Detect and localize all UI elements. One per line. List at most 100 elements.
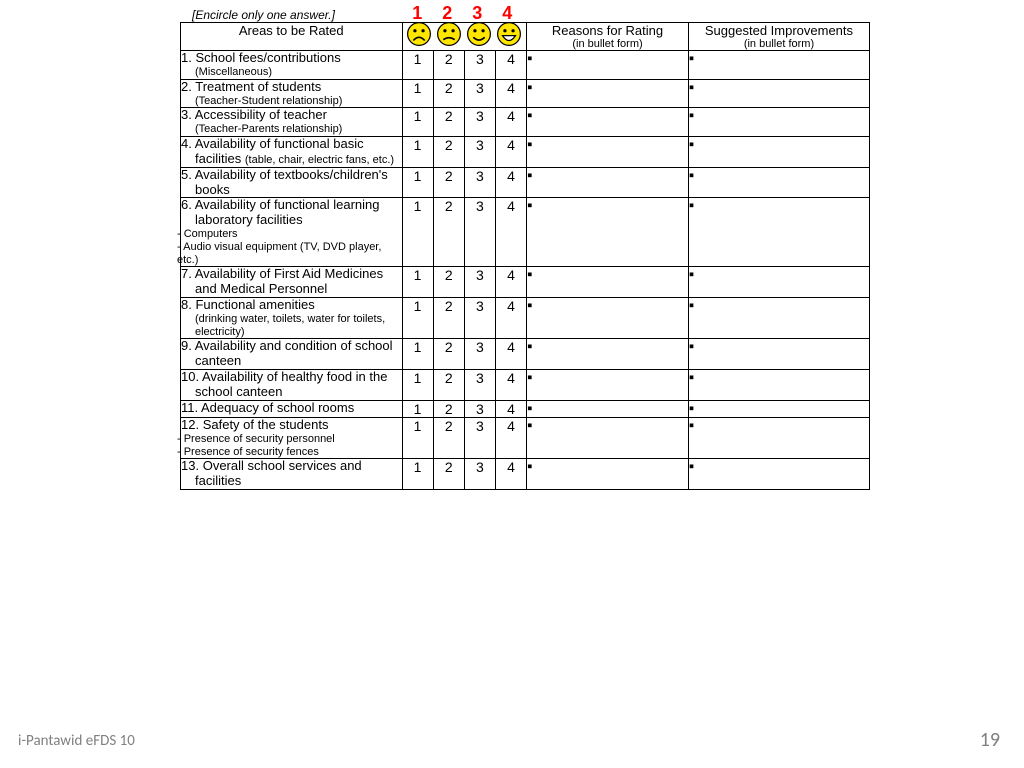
row-number: 13. [181,458,199,473]
rating-option[interactable]: 1 [402,79,433,108]
suggestions-cell[interactable]: ▪ [688,418,869,459]
rating-option[interactable]: 1 [402,167,433,198]
table-row: 9. Availability and condition of school … [181,339,870,370]
rating-option[interactable]: 1 [402,298,433,339]
rating-option[interactable]: 4 [495,298,526,339]
area-cell: 7. Availability of First Aid Medicines a… [181,267,403,298]
rating-option[interactable]: 1 [402,418,433,459]
table-row: 8. Functional amenities(drinking water, … [181,298,870,339]
rating-option[interactable]: 2 [433,198,464,267]
row-title: Availability of textbooks/children's boo… [195,167,388,197]
suggestions-cell[interactable]: ▪ [688,167,869,198]
rating-option[interactable]: 2 [433,267,464,298]
reasons-cell[interactable]: ▪ [527,298,689,339]
rating-option[interactable]: 2 [433,51,464,80]
rating-option[interactable]: 3 [464,267,495,298]
rating-option[interactable]: 3 [464,339,495,370]
reasons-cell[interactable]: ▪ [527,370,689,401]
rating-option[interactable]: 4 [495,167,526,198]
rating-option[interactable]: 4 [495,136,526,167]
rating-option[interactable]: 1 [402,459,433,490]
row-sublist-item: - Computers [177,228,402,241]
suggestions-cell[interactable]: ▪ [688,108,869,137]
suggestions-cell[interactable]: ▪ [688,79,869,108]
reasons-cell[interactable]: ▪ [527,339,689,370]
rating-option[interactable]: 3 [464,79,495,108]
rating-option[interactable]: 4 [495,418,526,459]
reasons-cell[interactable]: ▪ [527,459,689,490]
header-suggest: Suggested Improvements (in bullet form) [688,23,869,51]
rating-option[interactable]: 4 [495,339,526,370]
rating-option[interactable]: 1 [402,401,433,418]
rating-option[interactable]: 2 [433,339,464,370]
rating-option[interactable]: 1 [402,370,433,401]
rating-option[interactable]: 2 [433,370,464,401]
suggestions-cell[interactable]: ▪ [688,51,869,80]
rating-option[interactable]: 3 [464,370,495,401]
table-row: 4. Availability of functional basic faci… [181,136,870,167]
suggestions-cell[interactable]: ▪ [688,401,869,418]
rating-option[interactable]: 4 [495,198,526,267]
rating-option[interactable]: 3 [464,51,495,80]
rating-option[interactable]: 2 [433,418,464,459]
reasons-cell[interactable]: ▪ [527,418,689,459]
header-reasons-sub: (in bullet form) [527,38,688,50]
rating-option[interactable]: 3 [464,298,495,339]
row-number: 9. [181,338,192,353]
rating-option[interactable]: 2 [433,401,464,418]
rating-option[interactable]: 1 [402,108,433,137]
reasons-cell[interactable]: ▪ [527,108,689,137]
table-row: 3. Accessibility of teacher(Teacher-Pare… [181,108,870,137]
area-cell: 8. Functional amenities(drinking water, … [181,298,403,339]
reasons-cell[interactable]: ▪ [527,401,689,418]
rating-option[interactable]: 3 [464,401,495,418]
row-number: 11. [181,400,198,415]
rating-option[interactable]: 1 [402,339,433,370]
rating-option[interactable]: 4 [495,267,526,298]
rating-option[interactable]: 3 [464,418,495,459]
reasons-cell[interactable]: ▪ [527,267,689,298]
rating-table: Areas to be Rated 1 2 3 [180,22,870,490]
rating-option[interactable]: 4 [495,401,526,418]
rating-option[interactable]: 4 [495,459,526,490]
area-cell: 1. School fees/contributions(Miscellaneo… [181,51,403,80]
reasons-cell[interactable]: ▪ [527,79,689,108]
suggestions-cell[interactable]: ▪ [688,370,869,401]
rating-option[interactable]: 3 [464,167,495,198]
face-number-3: 3 [472,3,482,24]
rating-option[interactable]: 2 [433,79,464,108]
reasons-cell[interactable]: ▪ [527,136,689,167]
suggestions-cell[interactable]: ▪ [688,339,869,370]
rating-option[interactable]: 2 [433,167,464,198]
row-title: School fees/contributions [195,50,340,65]
suggestions-cell[interactable]: ▪ [688,459,869,490]
reasons-cell[interactable]: ▪ [527,167,689,198]
rating-option[interactable]: 1 [402,51,433,80]
reasons-cell[interactable]: ▪ [527,51,689,80]
rating-option[interactable]: 2 [433,298,464,339]
rating-option[interactable]: 3 [464,108,495,137]
suggestions-cell[interactable]: ▪ [688,298,869,339]
rating-option[interactable]: 3 [464,198,495,267]
suggestions-cell[interactable]: ▪ [688,198,869,267]
row-title: Availability and condition of school can… [195,338,393,368]
suggestions-cell[interactable]: ▪ [688,267,869,298]
rating-option[interactable]: 2 [433,459,464,490]
area-cell: 5. Availability of textbooks/children's … [181,167,403,198]
rating-option[interactable]: 2 [433,108,464,137]
row-title: Overall school services and facilities [195,458,362,488]
rating-option[interactable]: 3 [464,459,495,490]
rating-option[interactable]: 4 [495,51,526,80]
rating-option[interactable]: 4 [495,79,526,108]
rating-option[interactable]: 4 [495,108,526,137]
header-rating-faces: 1 2 3 4 [402,23,527,51]
rating-option[interactable]: 1 [402,267,433,298]
reasons-cell[interactable]: ▪ [527,198,689,267]
row-title: Availability of First Aid Medicines and … [195,266,383,296]
rating-option[interactable]: 4 [495,370,526,401]
suggestions-cell[interactable]: ▪ [688,136,869,167]
rating-option[interactable]: 1 [402,136,433,167]
rating-option[interactable]: 1 [402,198,433,267]
rating-option[interactable]: 3 [464,136,495,167]
rating-option[interactable]: 2 [433,136,464,167]
